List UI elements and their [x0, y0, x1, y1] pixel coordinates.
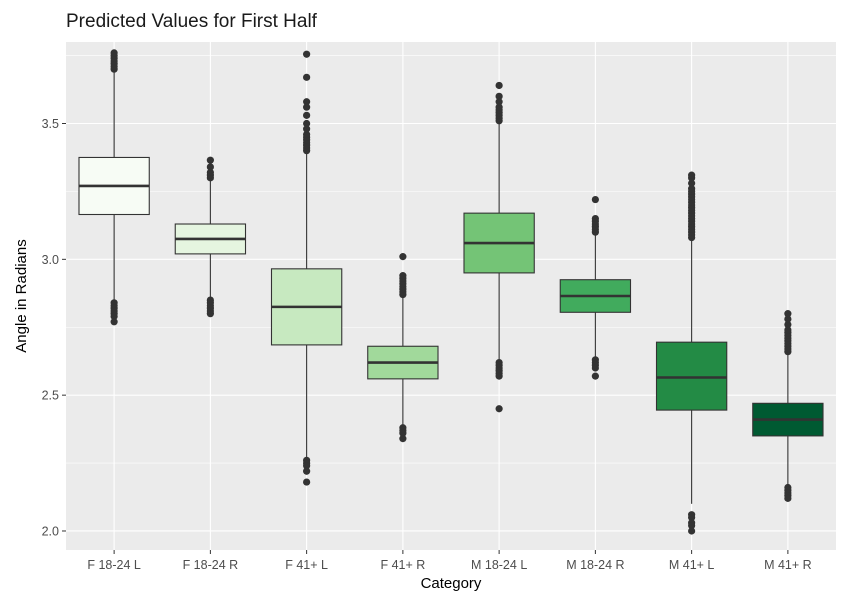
- x-tick-label: F 41+ R: [380, 558, 425, 572]
- outlier-point: [688, 179, 696, 187]
- outlier-point: [303, 130, 311, 138]
- box-iqr: [655, 341, 728, 411]
- outlier-point: [399, 253, 407, 261]
- outlier-point: [784, 494, 792, 502]
- outlier-point: [688, 185, 696, 193]
- y-axis: 2.0 2.5 3.0 3.5: [42, 117, 66, 538]
- box-m-18-24-r: [559, 195, 632, 380]
- outlier-point: [110, 318, 118, 326]
- outlier-point: [495, 372, 503, 380]
- outlier-point: [688, 527, 696, 535]
- outlier-point: [303, 125, 311, 133]
- x-tick-label: F 18-24 L: [87, 558, 141, 572]
- outlier-point: [303, 119, 311, 128]
- outlier-point: [688, 521, 696, 530]
- outlier-point: [495, 98, 503, 106]
- x-axis: F 18-24 L F 18-24 R F 41+ L F 41+ R M 18-24 …: [87, 550, 812, 572]
- outlier-point: [495, 405, 503, 413]
- box-m-41-l: [655, 171, 728, 535]
- box-f-18-24-r: [174, 156, 247, 318]
- outlier-point: [688, 171, 696, 179]
- outlier-point: [206, 163, 214, 171]
- box-m-41-r: [752, 310, 824, 502]
- x-tick-label: M 41+ L: [669, 558, 715, 572]
- outlier-point: [206, 168, 214, 176]
- outlier-point: [495, 81, 503, 90]
- outlier-point: [303, 50, 311, 58]
- outlier-point: [495, 103, 503, 111]
- outlier-point: [399, 435, 407, 443]
- outlier-point: [110, 312, 118, 320]
- x-tick-label: M 18-24 R: [566, 558, 624, 572]
- y-axis-title: Angle in Radians: [13, 239, 30, 352]
- grid-minor: [66, 55, 836, 464]
- box-f-41-l: [270, 50, 343, 486]
- x-tick-label: F 18-24 R: [183, 558, 239, 572]
- outlier-point: [303, 478, 311, 486]
- outlier-point: [688, 513, 696, 522]
- outlier-point: [591, 364, 599, 372]
- y-tick-label: 2.0: [42, 524, 59, 538]
- outlier-point: [303, 103, 311, 111]
- box-f-41-r: [367, 253, 439, 443]
- y-tick-label: 3.0: [42, 253, 59, 267]
- outlier-point: [784, 315, 792, 323]
- outlier-point: [303, 462, 311, 470]
- outlier-point: [784, 320, 792, 329]
- y-tick-label: 2.5: [42, 389, 59, 403]
- x-tick-label: M 18-24 L: [471, 558, 527, 572]
- x-tick-label: F 41+ L: [285, 558, 328, 572]
- x-axis-title: Category: [421, 575, 482, 592]
- outlier-point: [591, 214, 599, 223]
- outlier-point: [206, 156, 214, 164]
- outlier-point: [206, 310, 214, 318]
- outlier-point: [495, 92, 503, 100]
- outlier-point: [591, 195, 599, 204]
- x-tick-label: M 41+ R: [764, 558, 812, 572]
- outlier-point: [784, 310, 792, 318]
- outlier-point: [303, 467, 311, 475]
- boxes-layer: [78, 49, 824, 535]
- outlier-point: [110, 49, 118, 57]
- outlier-point: [303, 98, 311, 106]
- box-m-18-24-l: [463, 81, 535, 413]
- box-f-18-24-l: [78, 49, 150, 326]
- y-tick-label: 3.5: [42, 117, 59, 131]
- chart-title: Predicted Values for First Half: [66, 11, 318, 32]
- outlier-point: [399, 272, 407, 280]
- outlier-point: [303, 73, 311, 81]
- outlier-point: [784, 326, 792, 334]
- plot-panel: [66, 42, 836, 550]
- outlier-point: [303, 111, 311, 119]
- outlier-point: [399, 429, 407, 437]
- outlier-point: [591, 372, 599, 380]
